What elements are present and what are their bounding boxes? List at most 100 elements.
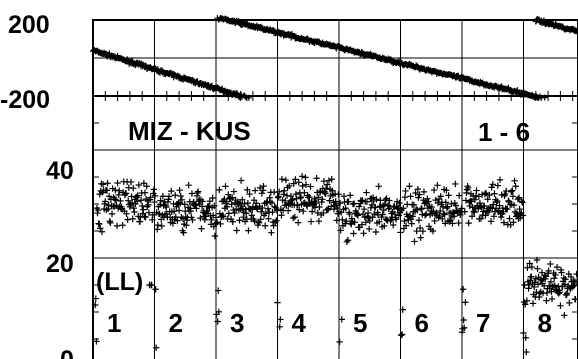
amplitude-point-1-2 [152,286,159,293]
amplitude-point-3-8 [278,175,286,183]
amplitude-point-5-82 [443,187,450,194]
amplitude-point-5-46 [423,210,430,218]
amplitude-point-1-6 [154,221,162,229]
amplitude-point-2-85 [260,182,267,190]
amplitude-point-4-46 [361,213,368,221]
amplitude-point-6-7 [462,197,470,204]
amplitude-point-0-9 [94,206,102,214]
amplitude-point-0-86 [137,197,145,204]
amplitude-point-7-45 [545,267,552,275]
amplitude-point-4-9 [340,192,348,200]
amplitude-point-6-19 [469,204,476,211]
amplitude-point-2-103 [270,222,277,229]
amplitude-point-0-72 [130,184,137,192]
amplitude-point-0-107 [149,211,157,219]
amplitude-point-4-12 [342,205,349,212]
amplitude-point-6-103 [516,205,523,213]
amplitude-point-2-77 [255,219,263,226]
amplitude-point-4-67 [373,196,380,203]
amplitude-point-1-0 [151,198,158,206]
amplitude-point-7-4 [522,334,529,341]
amplitude-point-3-53 [303,202,311,210]
amplitude-point-1-107 [211,202,218,210]
segment-label-4: 4 [292,308,307,338]
amplitude-point-7-41 [543,297,550,304]
amplitude-point-7-5 [523,348,530,356]
amplitude-point-5-66 [434,182,441,189]
amplitude-point-6-40 [481,202,488,210]
amplitude-point-2-2 [213,219,221,226]
amplitude-point-1-67 [188,190,196,197]
amplitude-point-2-64 [248,212,255,219]
amplitude-point-2-8 [217,220,224,228]
amplitude-point-1-21 [163,204,170,211]
amplitude-point-3-46 [300,207,307,215]
amplitude-point-6-81 [504,205,511,213]
amplitude-point-1-54 [181,201,188,208]
amplitude-point-6-43 [482,189,490,197]
amplitude-point-5-7 [401,217,408,225]
amplitude-point-5-16 [406,183,413,190]
amplitude-point-6-42 [482,212,489,219]
amplitude-point-3-3 [275,188,283,195]
amplitude-ytick-label-40: 40 [46,157,74,185]
amplitude-point-0-62 [124,216,131,223]
amplitude-point-4-81 [381,222,388,230]
amplitude-point-6-56 [490,201,497,208]
amplitude-point-4-108 [396,199,403,207]
amplitude-point-5-48 [424,195,431,202]
amplitude-point-5-31 [414,185,422,193]
amplitude-point-4-16 [344,237,352,244]
segment-label-3: 3 [230,308,244,338]
amplitude-point-5-79 [441,211,448,218]
amplitude-point-4-65 [372,203,379,211]
amplitude-point-3-60 [307,218,315,225]
amplitude-point-1-104 [209,194,216,202]
amplitude-point-5-38 [418,205,425,212]
amplitude-point-5-29 [413,227,420,235]
amplitude-point-1-82 [197,214,204,222]
amplitude-point-3-4 [276,323,283,330]
amplitude-point-0-11 [95,220,103,228]
amplitude-point-4-80 [380,206,387,214]
amplitude-point-0-90 [140,206,147,213]
amplitude-point-0-49 [117,197,124,205]
amplitude-point-0-71 [129,215,136,223]
amplitude-point-1-47 [177,192,184,200]
amplitude-point-6-53 [488,184,495,191]
amplitude-point-0-96 [143,183,150,190]
amplitude-point-4-107 [395,212,403,219]
amplitude-point-2-54 [242,210,250,217]
amplitude-point-3-82 [320,209,327,217]
amplitude-points [92,173,578,356]
amplitude-point-3-15 [282,176,290,184]
amplitude-point-3-32 [292,176,299,183]
amplitude-point-3-48 [301,189,308,196]
amplitude-point-0-92 [141,213,148,220]
amplitude-point-3-70 [313,175,320,182]
amplitude-point-6-68 [496,176,504,184]
amplitude-point-4-49 [363,189,370,196]
amplitude-point-6-85 [506,215,513,222]
amplitude-point-1-37 [171,192,179,199]
amplitude-point-2-101 [269,208,276,216]
amplitude-point-0-59 [122,190,130,197]
amplitude-point-5-91 [448,200,455,208]
amplitude-point-6-71 [498,191,505,199]
amplitude-point-2-28 [228,201,235,208]
amplitude-point-2-105 [271,203,278,210]
amplitude-point-6-109 [519,212,527,219]
amplitude-point-0-6 [93,338,100,345]
amplitude-point-4-78 [379,211,386,218]
amplitude-point-2-57 [244,199,252,207]
amplitude-point-4-22 [348,220,355,228]
amplitude-point-2-4 [215,287,222,294]
amplitude-point-6-58 [491,190,498,197]
amplitude-point-7-25 [534,265,541,272]
amplitude-point-6-22 [471,209,478,216]
amplitude-point-2-100 [268,199,276,207]
amplitude-point-7-51 [548,295,556,303]
amplitude-point-3-34 [293,195,300,202]
amplitude-point-3-36 [294,201,301,209]
